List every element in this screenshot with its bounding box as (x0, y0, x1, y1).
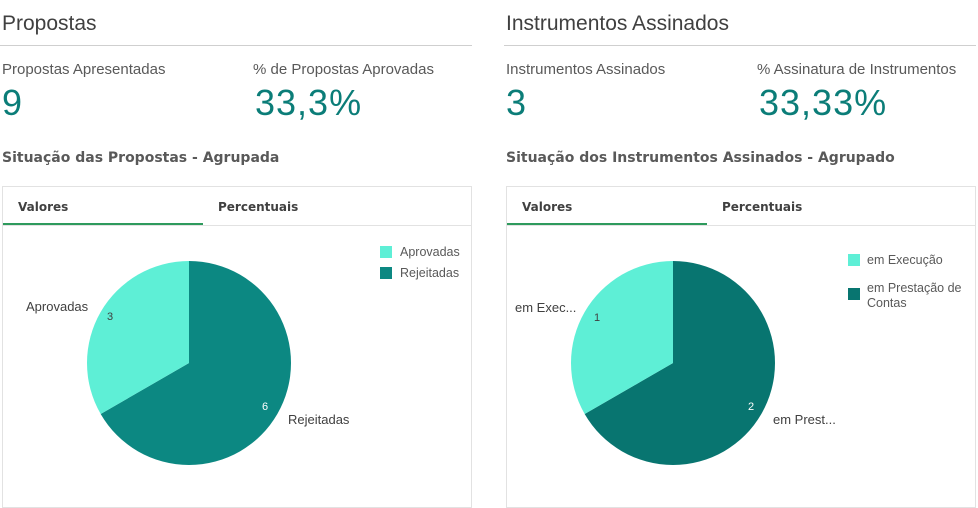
slice-value: 6 (262, 401, 269, 413)
legend-item[interactable]: em Prestação de Contas (867, 281, 962, 310)
slice-value: 3 (107, 311, 114, 323)
pie-slice[interactable] (584, 261, 775, 465)
kpi-label: Instrumentos Assinados (506, 61, 666, 78)
pie-slice[interactable] (100, 261, 291, 465)
kpi-value: 3 (506, 82, 528, 123)
legend-swatch (380, 246, 392, 258)
instrumentos-panel: Instrumentos Assinados Instrumentos Assi… (504, 0, 976, 508)
slice-label: Aprovadas (26, 299, 89, 314)
chart-title: Situação das Propostas - Agrupada (2, 150, 280, 166)
pie-chart (571, 261, 775, 465)
kpi-value: 33,33% (759, 82, 888, 123)
slice-label: Rejeitadas (288, 412, 350, 427)
kpi-value: 33,3% (255, 82, 363, 123)
kpi-label: % de Propostas Aprovadas (253, 61, 434, 78)
slice-value: 2 (748, 401, 755, 413)
section-title: Instrumentos Assinados (506, 12, 729, 35)
legend-swatch (380, 267, 392, 279)
tab-bar: Valores Percentuais (3, 187, 471, 226)
chart-title: Situação dos Instrumentos Assinados - Ag… (506, 150, 895, 166)
section-title: Propostas (2, 12, 97, 35)
pie-slice[interactable] (86, 261, 189, 414)
kpi-label: % Assinatura de Instrumentos (757, 61, 957, 78)
legend-item[interactable]: Rejeitadas (400, 266, 460, 280)
pie-chart (86, 261, 291, 465)
tab-valores[interactable]: Valores (3, 187, 203, 225)
legend-swatch (848, 254, 860, 266)
divider (504, 45, 976, 46)
legend-item[interactable]: Aprovadas (400, 245, 460, 259)
slice-label: em Prest... (773, 412, 836, 427)
propostas-panel: Propostas Propostas Apresentadas 9 % de … (0, 0, 472, 508)
slice-value: 1 (594, 312, 601, 324)
tab-bar: Valores Percentuais (507, 187, 975, 226)
tab-percentuais[interactable]: Percentuais (722, 200, 803, 214)
kpi-value: 9 (2, 82, 24, 123)
slice-label: em Exec... (515, 300, 577, 315)
pie-slice[interactable] (571, 261, 673, 414)
legend-item[interactable]: em Execução (867, 253, 943, 267)
tab-percentuais[interactable]: Percentuais (218, 200, 299, 214)
legend-swatch (848, 288, 860, 300)
divider (0, 45, 472, 46)
tab-valores[interactable]: Valores (507, 187, 707, 225)
kpi-label: Propostas Apresentadas (2, 61, 166, 78)
